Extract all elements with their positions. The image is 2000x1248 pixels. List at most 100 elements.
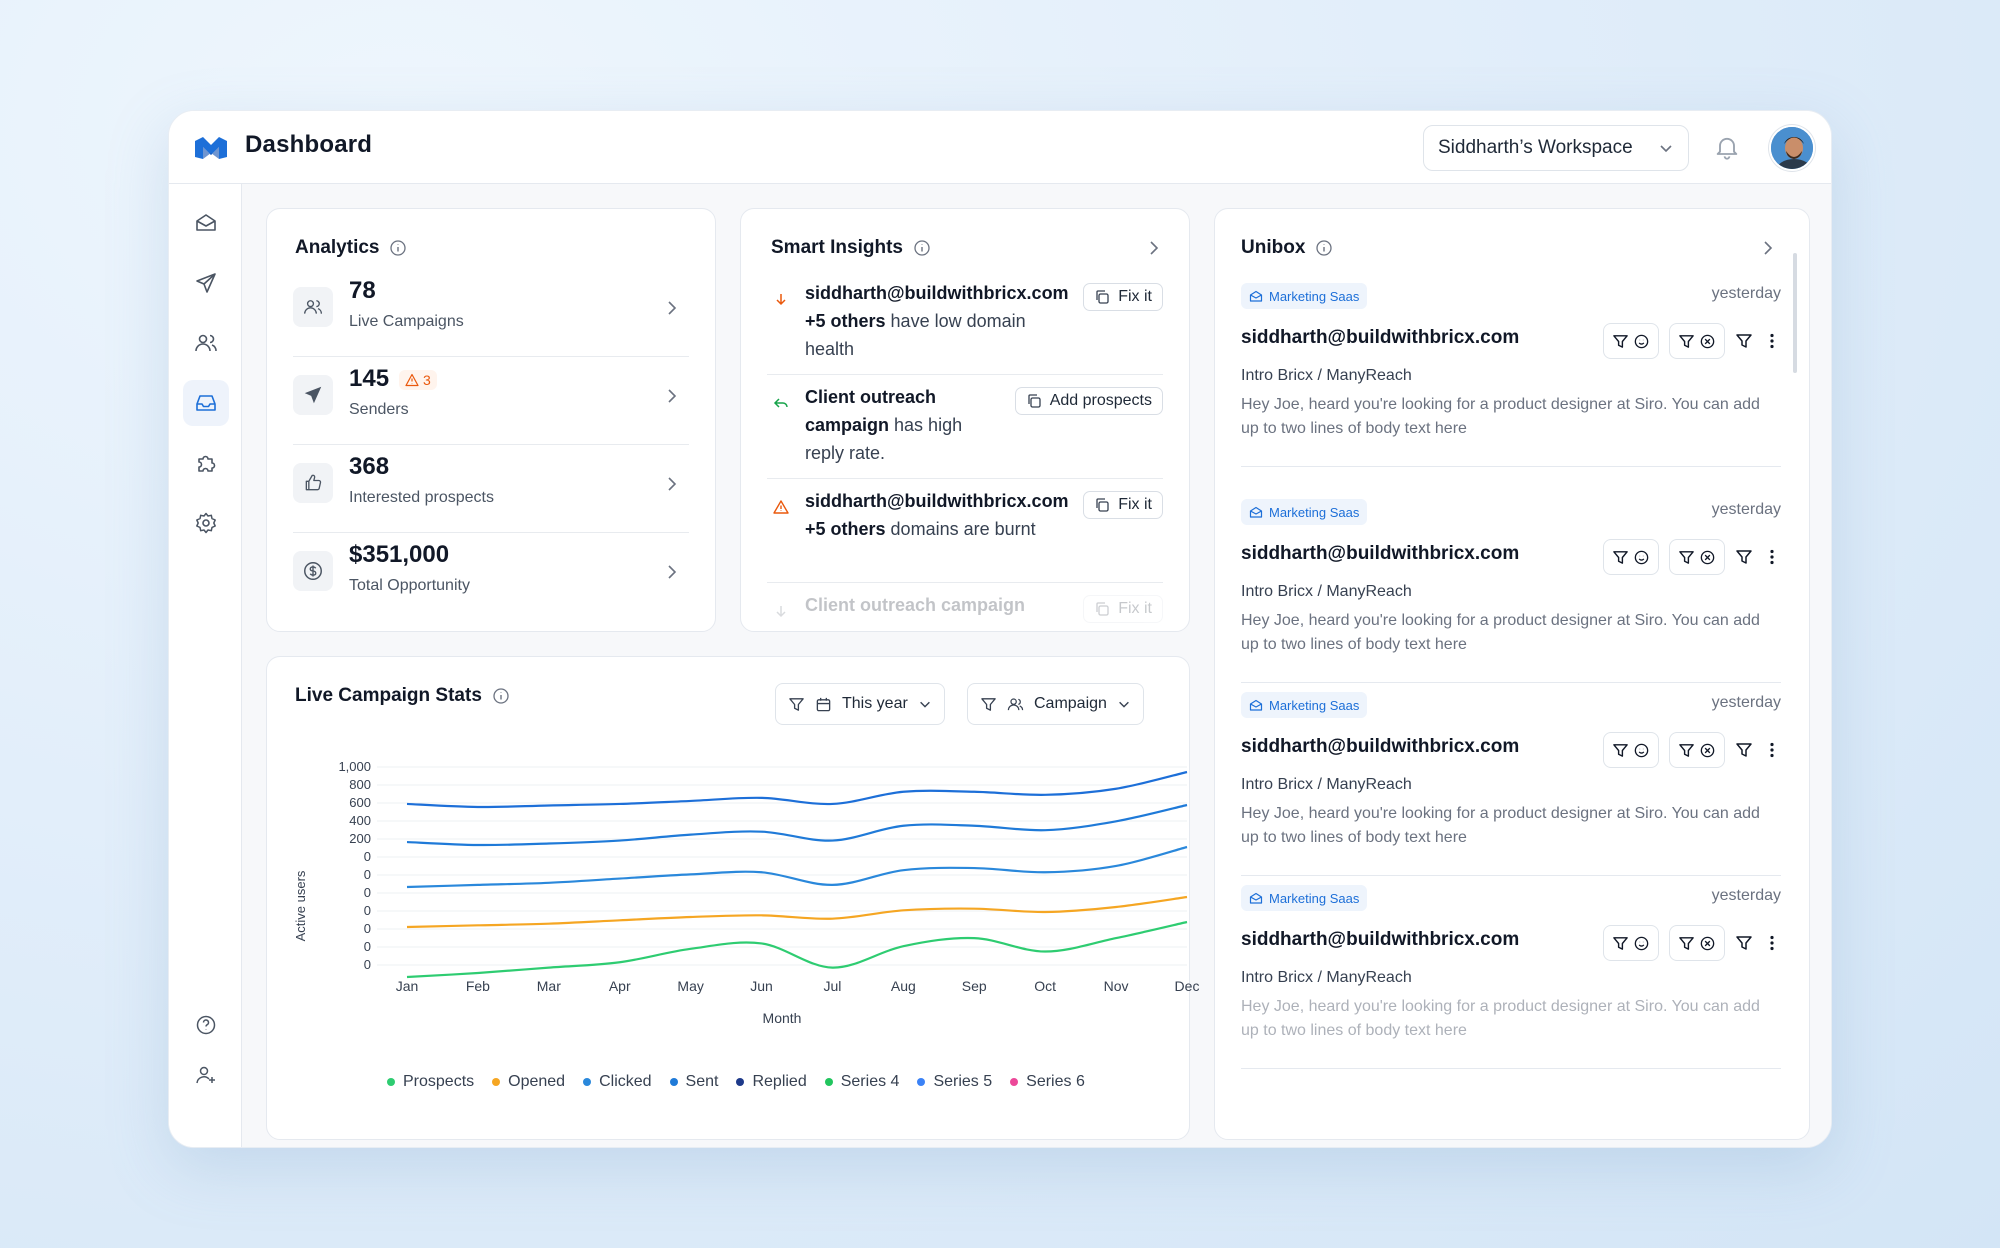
- mark-interested-button[interactable]: [1603, 925, 1659, 961]
- live-campaigns-label: Live Campaigns: [349, 313, 464, 330]
- sidebar-item-help[interactable]: [183, 1002, 229, 1048]
- filter-icon[interactable]: [1735, 934, 1753, 952]
- legend-swatch: [1010, 1077, 1019, 1086]
- chevron-right-icon: [668, 301, 677, 315]
- legend-item[interactable]: Opened: [492, 1073, 565, 1091]
- sidebar-item-send[interactable]: [183, 260, 229, 306]
- filter-icon: [1679, 550, 1694, 564]
- inbox-icon: [196, 395, 216, 411]
- legend-label: Replied: [752, 1073, 807, 1090]
- mark-interested-button[interactable]: [1603, 323, 1659, 359]
- chevron-right-icon[interactable]: [1759, 239, 1777, 257]
- unibox-message[interactable]: Marketing Saas yesterday siddharth@buildwi…: [1241, 885, 1781, 1069]
- smile-icon: [1634, 743, 1649, 757]
- sidebar-item-invite[interactable]: [183, 1052, 229, 1098]
- interested-value: 368: [349, 453, 390, 480]
- copy-icon: [1096, 602, 1109, 616]
- analytics-row-senders[interactable]: 145 3 Senders: [293, 357, 689, 445]
- insight-text: siddharth@buildwithbricx.com +5 others h…: [805, 279, 1069, 363]
- filter-icon: [1613, 936, 1628, 950]
- message-subject: Intro Bricx / ManyReach: [1241, 367, 1412, 384]
- mark-not-interested-button[interactable]: [1669, 323, 1725, 359]
- period-filter[interactable]: This year: [775, 683, 945, 725]
- fix-it-button[interactable]: Fix it: [1083, 283, 1163, 311]
- legend-item[interactable]: Replied: [736, 1073, 807, 1091]
- scrollbar[interactable]: [1793, 253, 1797, 373]
- sidebar-item-integrations[interactable]: [183, 440, 229, 486]
- y-tick-label: 800: [349, 777, 371, 792]
- fix-it-button[interactable]: Fix it: [1083, 491, 1163, 519]
- campaign-tag-label: Marketing Saas: [1269, 890, 1360, 906]
- campaign-filter[interactable]: Campaign: [967, 683, 1144, 725]
- campaign-tag[interactable]: Marketing Saas: [1241, 692, 1368, 718]
- campaign-tag[interactable]: Marketing Saas: [1241, 885, 1368, 911]
- more-vertical-icon[interactable]: [1763, 332, 1781, 350]
- analytics-row-campaigns[interactable]: 78 Live Campaigns: [293, 269, 689, 357]
- insight-item: Client outreach campaign has high reply …: [767, 383, 1163, 479]
- mark-not-interested-button[interactable]: [1669, 539, 1725, 575]
- x-tick-label: Aug: [891, 978, 916, 994]
- campaign-tag[interactable]: Marketing Saas: [1241, 499, 1368, 525]
- analytics-row-opportunity[interactable]: $351,000 Total Opportunity: [293, 533, 689, 621]
- mark-interested-button[interactable]: [1603, 732, 1659, 768]
- legend-label: Prospects: [403, 1073, 475, 1090]
- smile-icon: [1634, 550, 1649, 564]
- campaign-tag[interactable]: Marketing Saas: [1241, 283, 1368, 309]
- mail-icon: [1249, 892, 1263, 904]
- more-vertical-icon[interactable]: [1763, 741, 1781, 759]
- info-icon[interactable]: [389, 239, 407, 257]
- x-tick-label: Jun: [750, 978, 773, 994]
- bell-icon[interactable]: [1713, 133, 1741, 161]
- mark-not-interested-button[interactable]: [1669, 732, 1725, 768]
- mark-interested-button[interactable]: [1603, 539, 1659, 575]
- workspace-selector[interactable]: Siddharth’s Workspace: [1423, 125, 1689, 171]
- filter-icon: [1613, 743, 1628, 757]
- legend-item[interactable]: Sent: [669, 1073, 718, 1091]
- avatar[interactable]: [1769, 125, 1815, 171]
- more-vertical-icon[interactable]: [1763, 548, 1781, 566]
- legend-item[interactable]: Series 5: [917, 1073, 992, 1091]
- series-line: [406, 895, 1188, 929]
- campaign-filter-label: Campaign: [1034, 695, 1107, 712]
- legend-item[interactable]: Series 4: [824, 1073, 899, 1091]
- message-time: yesterday: [1711, 285, 1781, 302]
- campaign-tag-label: Marketing Saas: [1269, 288, 1360, 304]
- analytics-row-interested[interactable]: 368 Interested prospects: [293, 445, 689, 533]
- info-icon[interactable]: [1315, 239, 1333, 257]
- filter-icon[interactable]: [1735, 548, 1753, 566]
- info-icon[interactable]: [913, 239, 931, 257]
- legend-item[interactable]: Prospects: [387, 1073, 474, 1091]
- y-tick-label: 200: [349, 831, 371, 846]
- unibox-message[interactable]: Marketing Saas yesterday siddharth@buildwi…: [1241, 283, 1781, 467]
- chevron-down-icon: [919, 701, 930, 708]
- sidebar-item-settings[interactable]: [183, 500, 229, 546]
- calendar-icon: [816, 697, 831, 711]
- message-time: yesterday: [1711, 694, 1781, 711]
- series-line: [406, 770, 1188, 809]
- fix-it-label: Fix it: [1118, 496, 1152, 513]
- mark-not-interested-button[interactable]: [1669, 925, 1725, 961]
- message-preview: Hey Joe, heard you're looking for a prod…: [1241, 805, 1760, 846]
- legend-item[interactable]: Series 6: [1010, 1073, 1085, 1091]
- filter-icon: [981, 697, 996, 711]
- campaign-stats-title-text: Live Campaign Stats: [295, 685, 482, 706]
- filter-icon[interactable]: [1735, 332, 1753, 350]
- fix-it-button[interactable]: Fix it: [1083, 595, 1163, 623]
- add-prospects-button[interactable]: Add prospects: [1014, 387, 1163, 415]
- workspace-label: Siddharth’s Workspace: [1438, 137, 1633, 158]
- sidebar-item-mail[interactable]: [183, 200, 229, 246]
- legend-swatch: [824, 1077, 833, 1086]
- copy-icon: [1028, 394, 1041, 408]
- unibox-message[interactable]: Marketing Saas yesterday siddharth@buildwi…: [1241, 499, 1781, 683]
- info-icon[interactable]: [492, 687, 510, 705]
- unibox-message[interactable]: Marketing Saas yesterday siddharth@buildwi…: [1241, 692, 1781, 876]
- x-tick-label: Mar: [537, 978, 561, 994]
- chevron-right-icon[interactable]: [1145, 239, 1163, 257]
- sidebar-item-users[interactable]: [183, 320, 229, 366]
- more-vertical-icon[interactable]: [1763, 934, 1781, 952]
- message-sender: siddharth@buildwithbricx.com: [1241, 736, 1520, 757]
- legend-item[interactable]: Clicked: [583, 1073, 652, 1091]
- user-add-icon: [196, 1066, 215, 1084]
- sidebar-item-inbox[interactable]: [183, 380, 229, 426]
- filter-icon[interactable]: [1735, 741, 1753, 759]
